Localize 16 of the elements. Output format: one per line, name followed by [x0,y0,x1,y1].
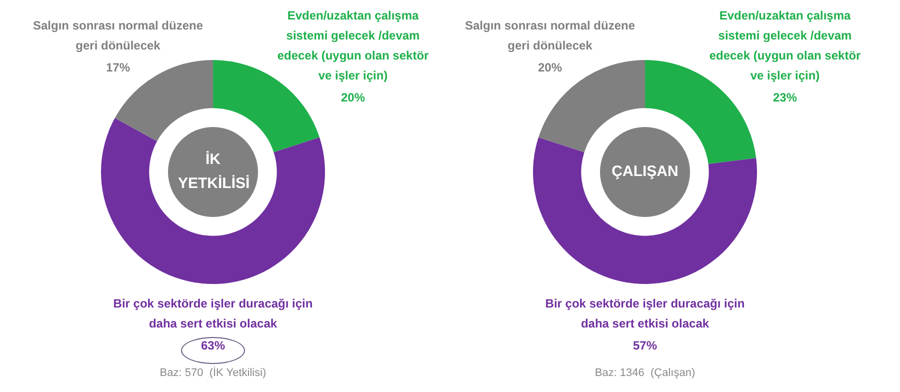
data-label: 17% [106,60,130,74]
slice-label: Bir çok sektörde işler duracağı için daha sert etkisi olacak [545,296,745,330]
text: Baz: 1346 (Çalışan) [594,367,696,379]
data-label: 63% [200,338,226,352]
slice-label: Salgın sonrası normal düzene geri dönülecek [464,18,636,52]
text: İK YETKİLİSİ [178,150,250,194]
data-label: 20% [538,60,562,74]
slice-label: Evden/uzaktan çalışma sistemi gelecek /devam edecek (uygun olan sektör ve işler için) [709,8,862,82]
data-label: 57% [632,338,658,352]
data-label: 20% [340,90,366,104]
slice-label: Salgın sonrası normal düzene geri dönülecek [32,18,204,52]
data-label: 23% [772,90,798,104]
text: ÇALIŞAN [610,162,680,182]
text: Baz: 570 (İK Yetkilisi) [160,367,266,379]
slice-label: Bir çok sektörde işler duracağı için daha sert etkisi olacak [113,296,313,330]
slice-label: Evden/uzaktan çalışma sistemi gelecek /devam edecek (uygun olan sektör ve işler için) [277,8,430,82]
